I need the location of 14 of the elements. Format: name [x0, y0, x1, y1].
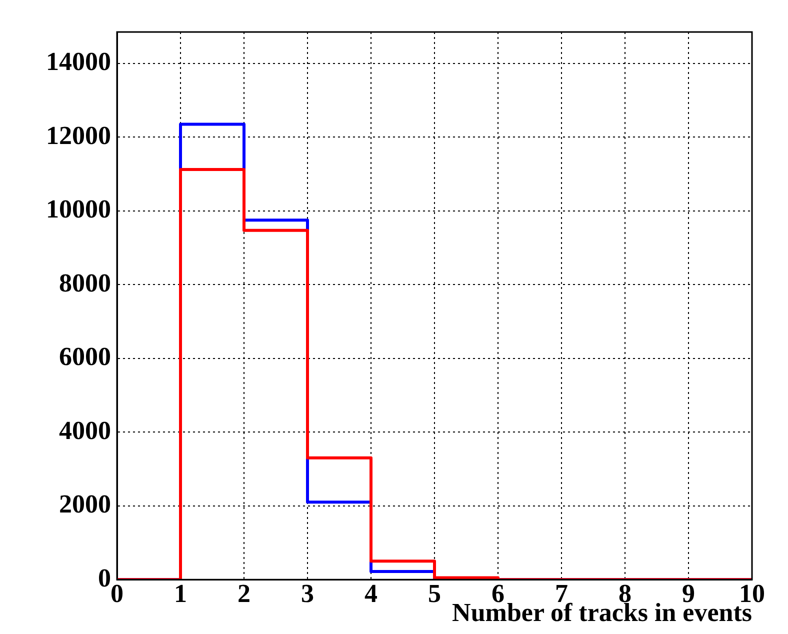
y-tick-label: 10000 — [46, 194, 111, 224]
y-tick-label: 8000 — [59, 268, 111, 298]
x-tick-label: 1 — [174, 578, 187, 608]
x-tick-label: 2 — [238, 578, 250, 608]
x-tick-label: 9 — [682, 578, 695, 608]
x-tick-label: 4 — [364, 578, 378, 608]
y-tick-label: 4000 — [59, 416, 111, 445]
x-tick-label: 10 — [739, 578, 765, 608]
y-tick-label: 12000 — [46, 120, 111, 150]
x-tick-label: 5 — [428, 578, 441, 608]
y-tick-label: 14000 — [46, 47, 111, 76]
y-tick-label: 2000 — [59, 490, 111, 519]
x-tick-label: 3 — [301, 578, 314, 608]
y-tick-label: 6000 — [59, 342, 111, 372]
